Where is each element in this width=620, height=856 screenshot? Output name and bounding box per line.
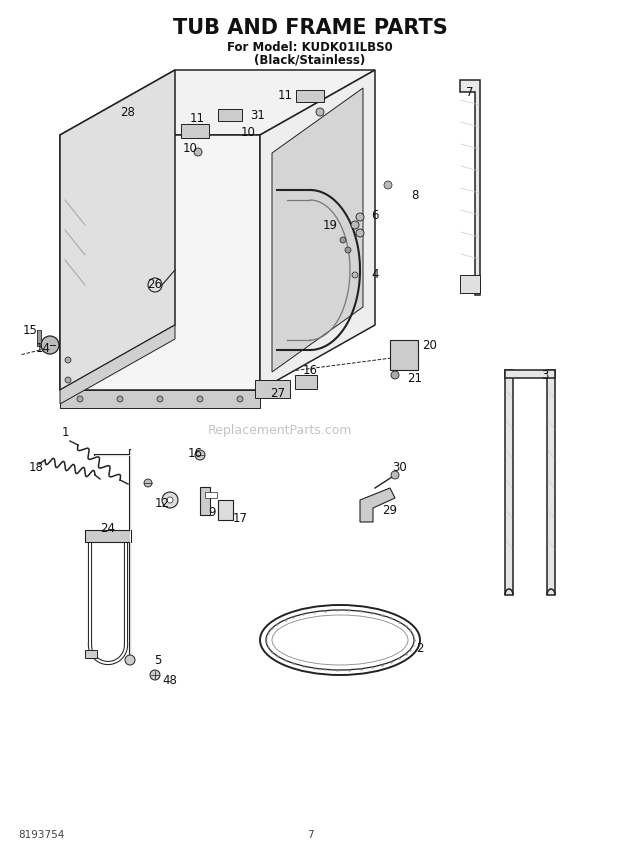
- Text: 19: 19: [322, 218, 337, 231]
- Bar: [181, 124, 209, 138]
- Text: 2: 2: [416, 641, 423, 655]
- Bar: [60, 390, 260, 408]
- Bar: [390, 340, 418, 370]
- Text: 27: 27: [270, 387, 285, 400]
- Text: 11: 11: [278, 88, 293, 102]
- Polygon shape: [460, 80, 480, 295]
- Circle shape: [391, 371, 399, 379]
- Bar: [296, 90, 324, 102]
- Polygon shape: [360, 488, 395, 522]
- Polygon shape: [60, 70, 175, 390]
- Circle shape: [356, 213, 364, 221]
- Text: 8: 8: [411, 188, 418, 201]
- Text: 3: 3: [541, 368, 549, 382]
- Circle shape: [352, 272, 358, 278]
- Bar: [218, 500, 233, 520]
- Text: 30: 30: [392, 461, 407, 473]
- Bar: [505, 370, 555, 378]
- Polygon shape: [272, 88, 363, 372]
- Text: 28: 28: [120, 105, 135, 118]
- Circle shape: [65, 377, 71, 383]
- Polygon shape: [60, 325, 175, 404]
- Text: 12: 12: [154, 496, 169, 509]
- Polygon shape: [260, 70, 375, 390]
- Text: 31: 31: [250, 109, 265, 122]
- Text: 7: 7: [466, 86, 474, 98]
- Text: For Model: KUDK01ILBS0: For Model: KUDK01ILBS0: [227, 40, 393, 54]
- Text: 15: 15: [22, 324, 37, 336]
- Text: 18: 18: [29, 461, 43, 473]
- Circle shape: [162, 492, 178, 508]
- Circle shape: [144, 479, 152, 487]
- Circle shape: [150, 670, 160, 680]
- Bar: [37, 330, 41, 346]
- Text: 16: 16: [187, 447, 203, 460]
- Circle shape: [117, 396, 123, 402]
- Bar: [205, 492, 217, 498]
- Bar: [200, 487, 210, 515]
- Text: TUB AND FRAME PARTS: TUB AND FRAME PARTS: [172, 18, 448, 38]
- Text: 11: 11: [190, 111, 205, 124]
- Text: 5: 5: [154, 653, 162, 667]
- Circle shape: [194, 148, 202, 156]
- Bar: [85, 650, 97, 658]
- Bar: [255, 380, 290, 398]
- Circle shape: [351, 221, 359, 229]
- Circle shape: [195, 450, 205, 460]
- Circle shape: [356, 229, 364, 237]
- Text: 20: 20: [423, 338, 438, 352]
- Text: ReplacementParts.com: ReplacementParts.com: [208, 424, 352, 437]
- Text: 10: 10: [241, 126, 255, 139]
- Text: 10: 10: [182, 141, 197, 154]
- Circle shape: [345, 247, 351, 253]
- Polygon shape: [60, 70, 375, 135]
- Text: (Black/Stainless): (Black/Stainless): [254, 54, 366, 67]
- Bar: [505, 370, 513, 595]
- Text: 17: 17: [232, 512, 247, 525]
- Circle shape: [391, 471, 399, 479]
- Bar: [85, 530, 131, 542]
- Circle shape: [77, 396, 83, 402]
- Circle shape: [197, 396, 203, 402]
- Circle shape: [316, 108, 324, 116]
- Text: 29: 29: [383, 503, 397, 516]
- Circle shape: [167, 497, 173, 503]
- Circle shape: [237, 396, 243, 402]
- Text: 24: 24: [100, 521, 115, 534]
- Text: 6: 6: [371, 209, 379, 222]
- Text: 48: 48: [162, 674, 177, 687]
- Bar: [547, 370, 555, 595]
- Text: 8193754: 8193754: [18, 830, 64, 840]
- Text: 16: 16: [303, 364, 317, 377]
- Circle shape: [340, 237, 346, 243]
- Text: 9: 9: [208, 507, 216, 520]
- Text: 26: 26: [148, 278, 162, 292]
- Circle shape: [65, 357, 71, 363]
- Circle shape: [125, 655, 135, 665]
- Text: 7: 7: [307, 830, 313, 840]
- Circle shape: [41, 336, 59, 354]
- Circle shape: [384, 181, 392, 189]
- Bar: [460, 275, 480, 293]
- Text: 4: 4: [371, 269, 379, 282]
- Text: 21: 21: [407, 372, 422, 384]
- Circle shape: [157, 396, 163, 402]
- Polygon shape: [60, 135, 260, 390]
- Text: 14: 14: [35, 342, 50, 354]
- Text: 1: 1: [61, 425, 69, 438]
- Bar: [295, 375, 317, 389]
- Bar: [218, 109, 242, 121]
